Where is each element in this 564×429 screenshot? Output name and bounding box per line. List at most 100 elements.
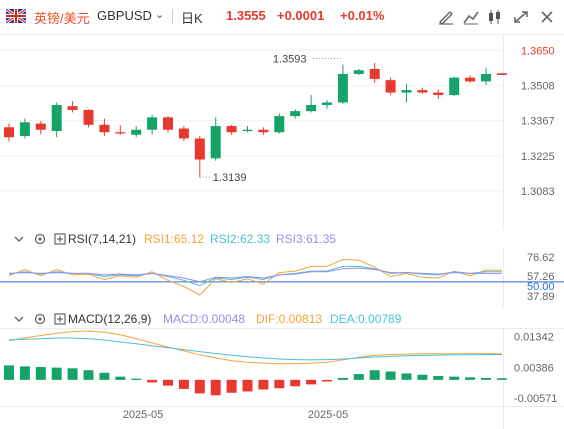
candle-body — [178, 128, 189, 139]
gear-icon[interactable] — [34, 233, 46, 245]
candle-body — [35, 123, 46, 130]
macd-bar — [481, 377, 491, 380]
pair-code[interactable]: GBPUSD — [97, 8, 152, 23]
dea-value: DEA:0.00789 — [330, 312, 402, 326]
rsi-line-1 — [8, 258, 502, 296]
macd-title: MACD(12,26,9) — [68, 312, 152, 326]
low-annotation-label: 1.3139 — [213, 172, 247, 184]
macd-header: MACD(12,26,9) MACD:0.00048 DIF:0.00813 D… — [0, 312, 564, 328]
y-tick-label: 1.3225 — [521, 151, 555, 163]
price-change-percent: +0.01% — [340, 8, 385, 23]
candle-body — [274, 116, 285, 133]
candle-body — [4, 127, 14, 138]
high-annotation-label: 1.3593 — [273, 54, 307, 66]
fullscreen-icon[interactable] — [512, 9, 530, 25]
candle-body — [481, 73, 491, 82]
macd-bar — [131, 378, 142, 380]
macd-bar — [226, 379, 237, 393]
draw-icon[interactable] — [437, 9, 455, 25]
y-tick-label: 37.89 — [527, 291, 555, 303]
candle-body — [210, 126, 221, 159]
gear-icon[interactable] — [34, 313, 46, 325]
macd-chart[interactable]: 0.01342 0.00386 -0.00571 2025-05 2025-05 — [0, 328, 564, 429]
y-tick-label: 50.00 — [527, 281, 555, 293]
rsi-title: RSI(7,14,21) — [68, 232, 137, 246]
period-selector[interactable]: 日K — [181, 11, 203, 26]
macd-bar — [258, 379, 269, 390]
macd-bar — [178, 379, 189, 389]
candle-body — [226, 126, 237, 133]
macd-bar — [4, 365, 14, 380]
macd-bar — [35, 367, 46, 380]
candle-body — [306, 104, 317, 112]
candle-body — [99, 124, 110, 133]
candle-body — [131, 129, 142, 135]
expand-icon[interactable] — [54, 233, 66, 245]
macd-bar — [194, 379, 205, 394]
indicator-icon[interactable] — [462, 9, 480, 25]
price-change: +0.0001 — [277, 8, 325, 23]
dif-value: DIF:0.00813 — [256, 312, 323, 326]
candle-body — [433, 92, 444, 96]
macd-bar — [353, 374, 364, 380]
dea-line — [8, 337, 502, 361]
candle-type-icon[interactable] — [486, 9, 504, 25]
candlestick-chart[interactable]: 1.3650 1.3508 1.3367 1.3225 1.3083 1.3593 1.31… — [0, 34, 564, 230]
macd-bar — [163, 379, 173, 386]
y-tick-label: 1.3367 — [521, 116, 555, 128]
collapse-icon[interactable] — [14, 314, 24, 324]
macd-bar — [290, 379, 301, 387]
macd-bar — [417, 374, 428, 380]
candle-body — [385, 80, 396, 93]
macd-bar — [306, 379, 317, 385]
candle-body — [242, 129, 253, 131]
candle-body — [67, 106, 78, 110]
y-tick-label: 1.3083 — [521, 186, 555, 198]
y-tick-label: -0.00571 — [514, 393, 557, 405]
rsi-line-3 — [8, 267, 502, 283]
collapse-icon[interactable] — [14, 234, 24, 244]
macd-bar — [369, 370, 380, 380]
candle-body — [115, 132, 126, 134]
candle-body — [51, 104, 62, 131]
candle-body — [19, 122, 30, 136]
y-tick-label: 76.62 — [527, 252, 555, 264]
chevron-down-icon[interactable]: ⌄ — [155, 9, 165, 21]
candle-body — [194, 138, 205, 160]
y-tick-label: 0.01342 — [514, 332, 554, 344]
close-icon[interactable] — [538, 9, 556, 25]
dif-line — [8, 330, 502, 365]
rsi-line-2 — [8, 265, 502, 287]
macd-bar — [337, 377, 348, 380]
macd-bar — [449, 376, 460, 380]
x-tick-label: 2025-05 — [123, 409, 163, 421]
x-tick-label: 2025-05 — [308, 409, 348, 421]
candle-body — [449, 77, 460, 96]
macd-bar — [322, 379, 332, 382]
macd-bar — [19, 366, 30, 380]
macd-bar — [67, 368, 78, 380]
uk-flag-icon — [6, 9, 26, 23]
macd-bar — [51, 367, 62, 380]
candle-body — [465, 77, 476, 82]
macd-bar — [433, 376, 444, 380]
macd-bar — [83, 370, 94, 380]
y-tick-label: 57.26 — [527, 271, 555, 283]
macd-bar — [385, 371, 396, 380]
chart-header: 英镑/美元 GBPUSD ⌄ 日K 1.3555 +0.0001 +0.01% — [0, 0, 564, 34]
expand-icon[interactable] — [54, 313, 66, 325]
candle-body — [290, 111, 301, 117]
macd-bar — [401, 373, 412, 380]
rsi3-value: RSI3:61.35 — [276, 232, 337, 246]
candle-body — [147, 117, 158, 130]
macd-bar — [496, 378, 507, 380]
y-tick-label: 1.3508 — [521, 81, 555, 93]
macd-bar — [242, 379, 253, 392]
macd-bar — [210, 379, 221, 396]
macd-bar — [465, 377, 476, 380]
divider — [172, 9, 173, 24]
pair-name-cn[interactable]: 英镑/美元 — [34, 11, 90, 26]
candle-body — [337, 73, 348, 103]
candle-body — [258, 129, 269, 133]
